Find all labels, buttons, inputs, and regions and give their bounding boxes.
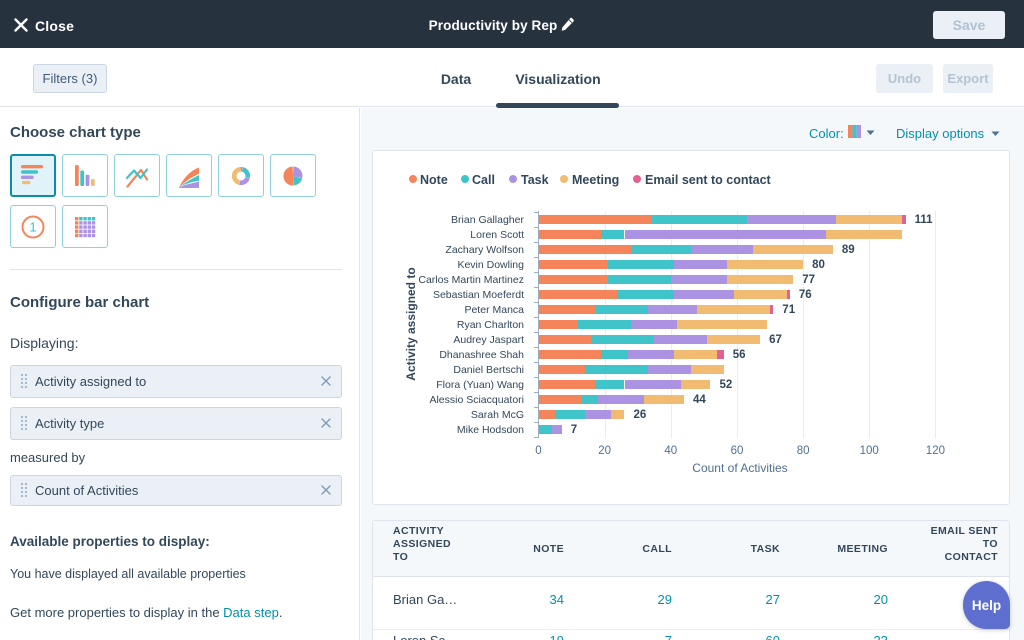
- svg-text:1: 1: [29, 219, 36, 234]
